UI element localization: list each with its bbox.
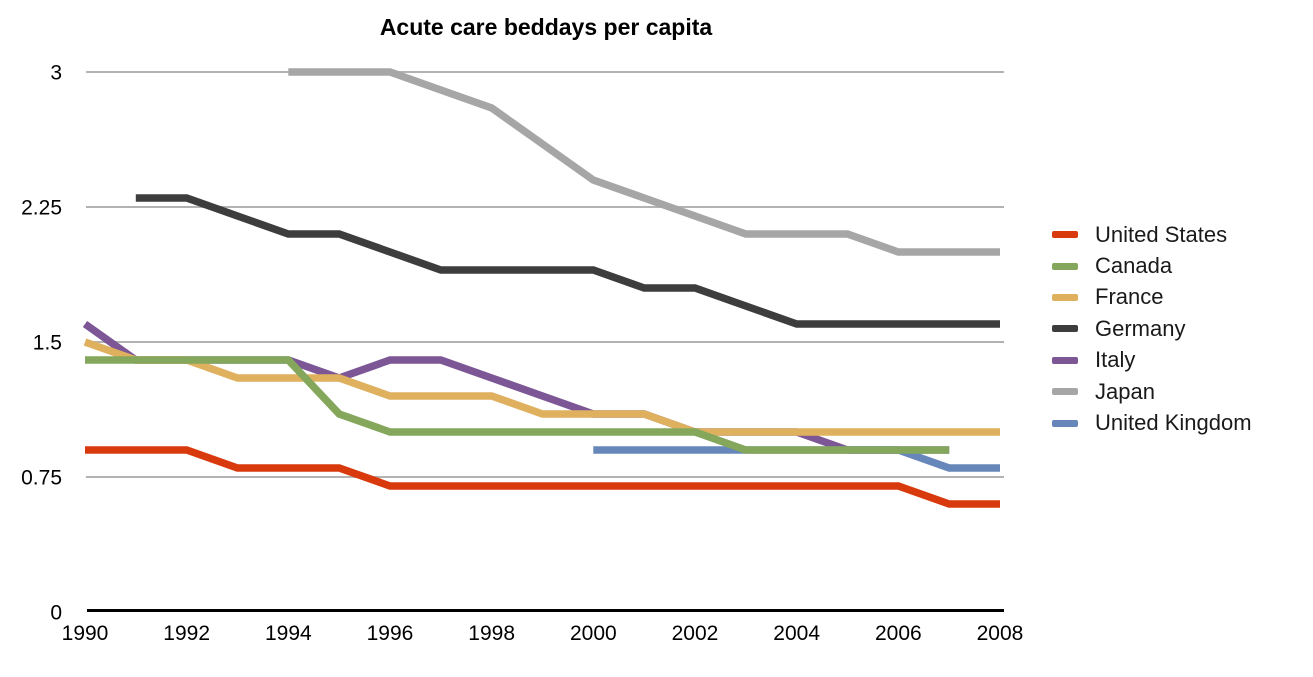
legend-swatch-united-kingdom [1052, 419, 1078, 427]
x-tick-label: 1996 [367, 622, 414, 645]
series-line-france [83, 338, 1000, 436]
legend-item-united-states: United States [1052, 219, 1252, 250]
legend-item-united-kingdom: United Kingdom [1052, 407, 1252, 438]
legend-swatch-united-states [1052, 231, 1078, 239]
chart-title: Acute care beddays per capita [379, 14, 713, 40]
legend-label: United States [1095, 221, 1228, 247]
y-tick-label: 0.75 [21, 467, 62, 490]
legend-swatch-france [1052, 293, 1078, 301]
legend-label: Canada [1095, 253, 1173, 279]
legend-label: Italy [1095, 347, 1136, 373]
series-line-united-states [85, 446, 1000, 508]
x-tick-label: 2006 [875, 622, 922, 645]
series-line-germany [135, 194, 1000, 328]
x-tick-label: 2002 [672, 622, 719, 645]
x-tick-label: 2008 [977, 622, 1024, 645]
legend-label: United Kingdom [1095, 410, 1252, 436]
legend-item-italy: Italy [1052, 345, 1252, 376]
legend-swatch-japan [1052, 388, 1078, 396]
legend-swatch-germany [1052, 325, 1078, 333]
legend-label: France [1095, 284, 1164, 310]
x-tick-label: 1998 [468, 622, 515, 645]
x-tick-label: 2000 [570, 622, 617, 645]
legend-item-france: France [1052, 282, 1252, 313]
y-tick-label: 3 [50, 62, 62, 85]
legend: United States Canada France Germany Italy Jap… [1052, 219, 1252, 439]
series-line-canada [85, 356, 950, 454]
x-tick-label: 1994 [265, 622, 312, 645]
x-tick-label: 1990 [62, 622, 109, 645]
legend-item-germany: Germany [1052, 313, 1252, 344]
y-tick-label: 2.25 [21, 197, 62, 220]
y-tick-label: 1.5 [33, 332, 62, 355]
x-tick-label: 2004 [773, 622, 820, 645]
legend-swatch-canada [1052, 262, 1078, 270]
y-tick-label: 0 [50, 602, 62, 625]
legend-item-canada: Canada [1052, 250, 1252, 281]
legend-label: Japan [1095, 378, 1155, 404]
series-line-japan [288, 68, 1000, 256]
x-tick-label: 1992 [163, 622, 210, 645]
legend-label: Germany [1095, 315, 1186, 341]
legend-swatch-italy [1052, 356, 1078, 364]
legend-item-japan: Japan [1052, 376, 1252, 407]
